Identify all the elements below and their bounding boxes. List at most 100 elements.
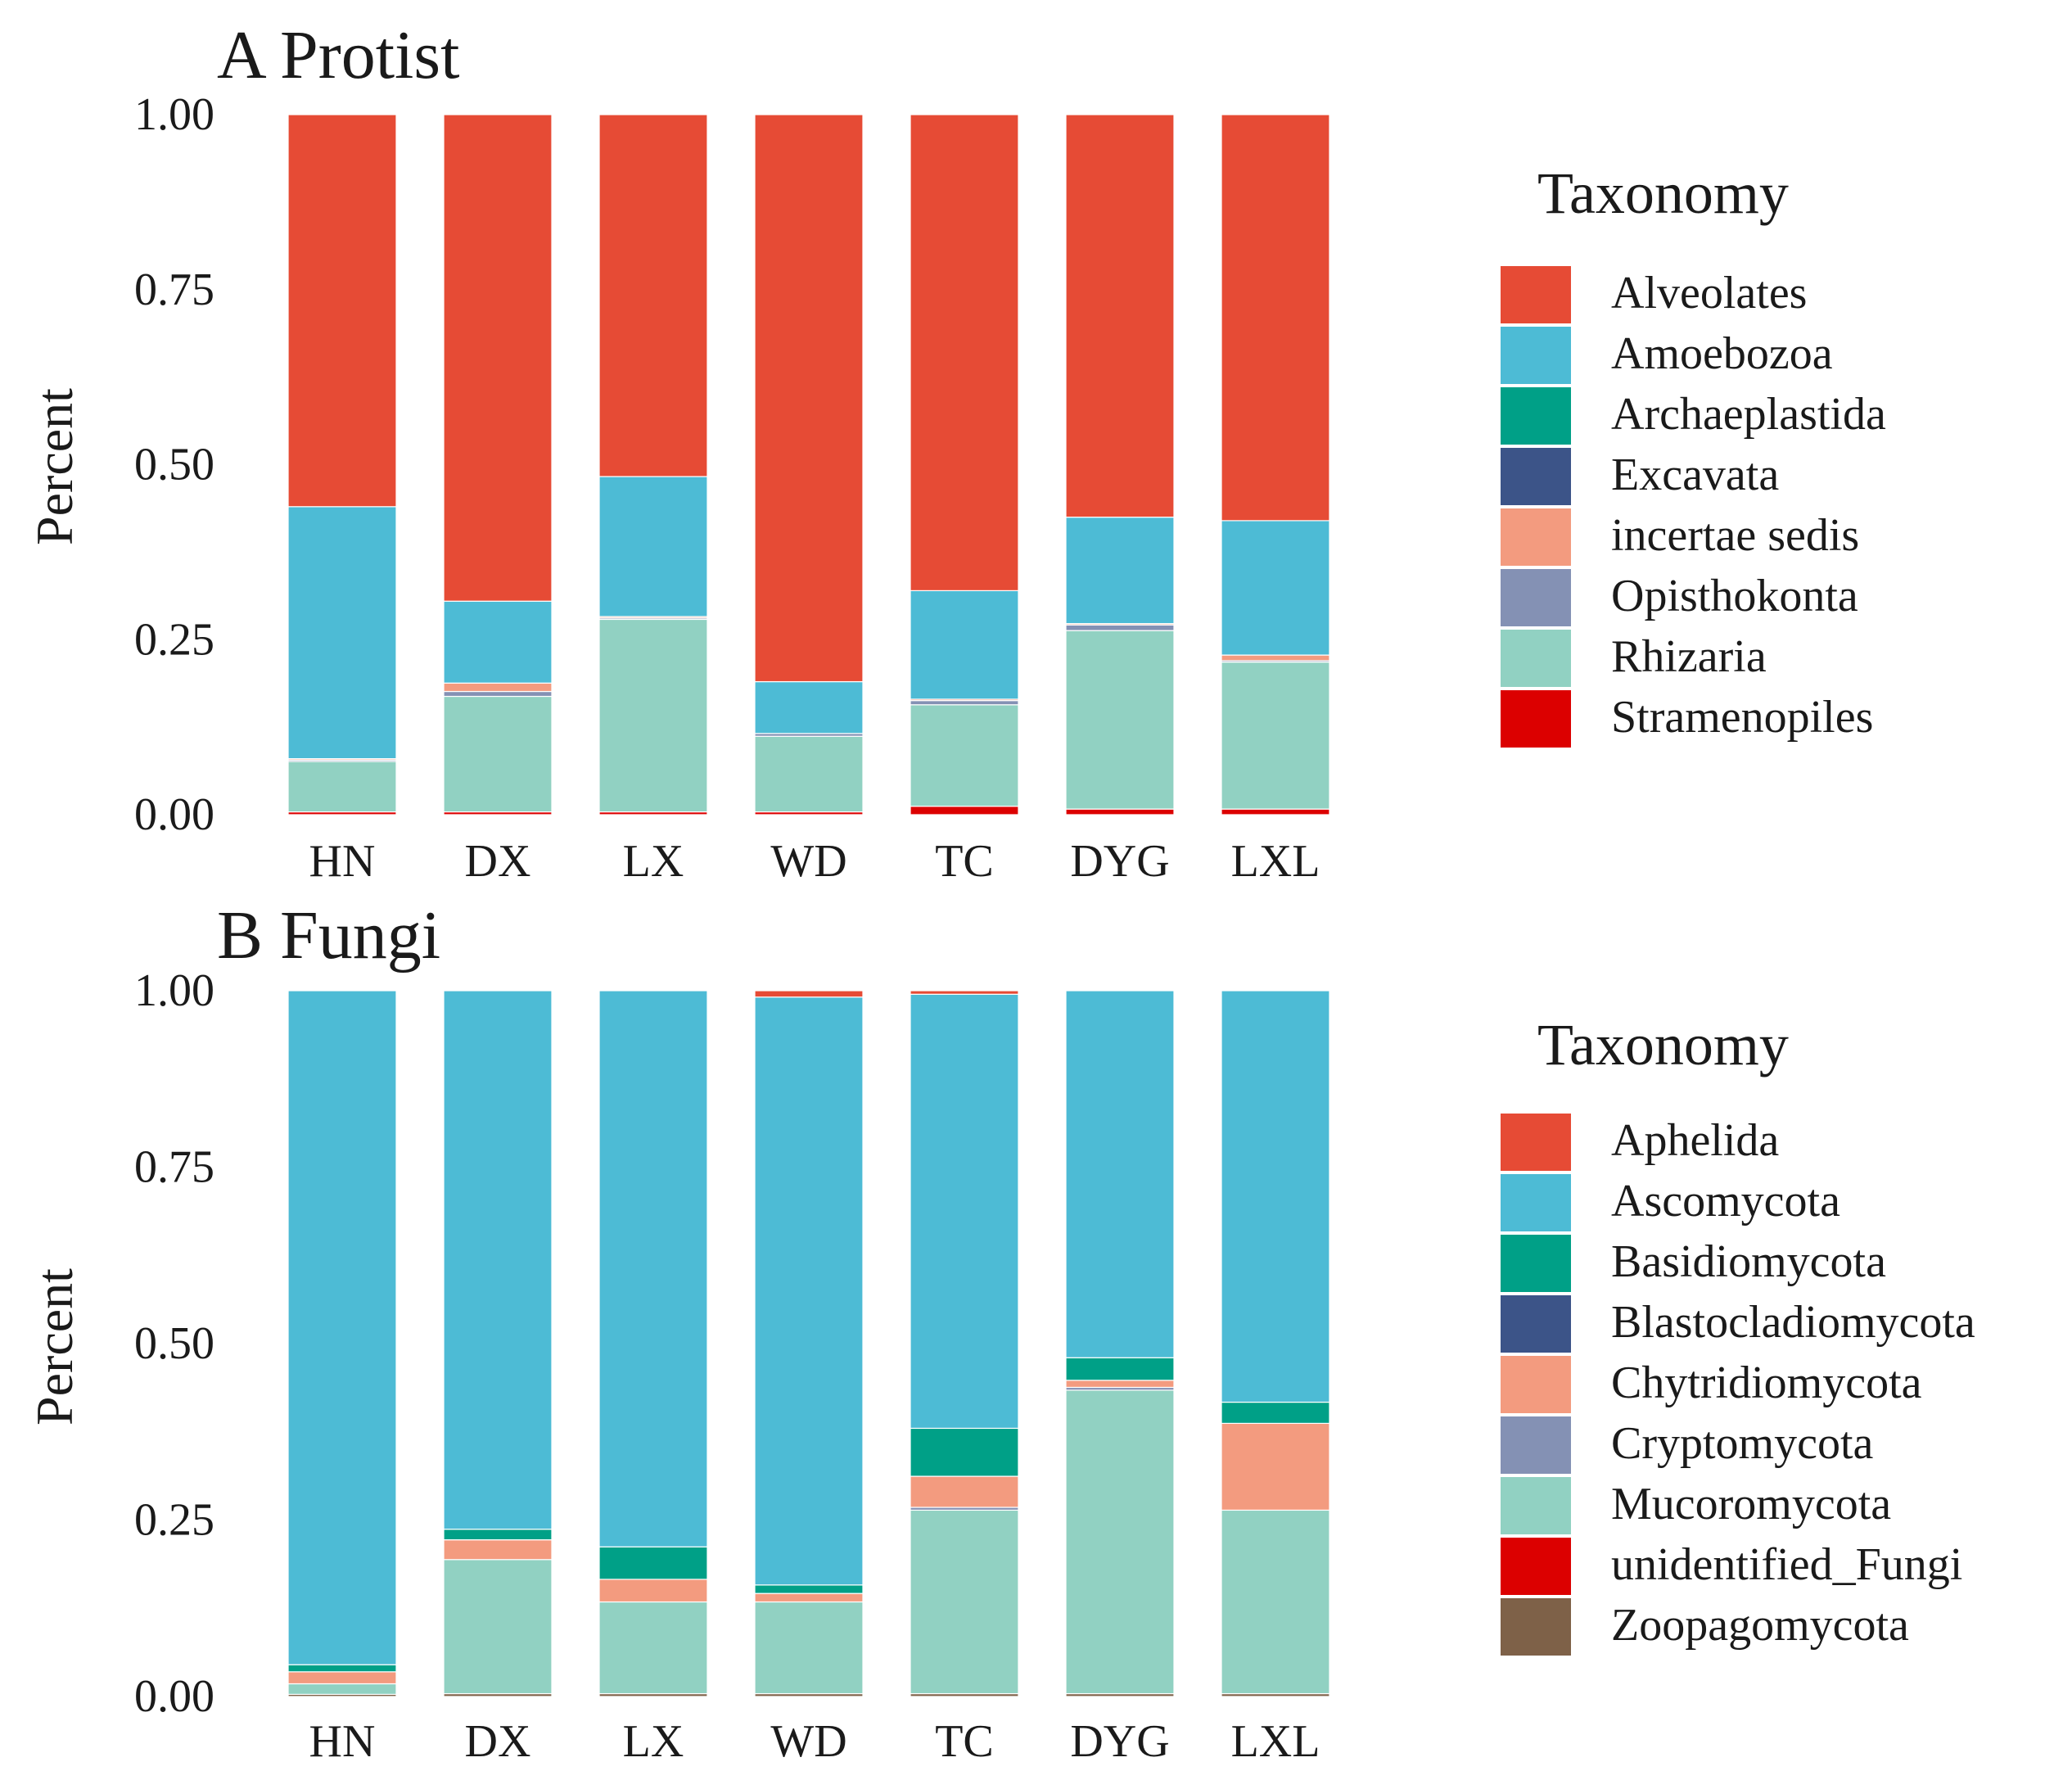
legend-swatch [1501,448,1571,505]
bar-segment [910,993,1019,1430]
bar-segment [1065,1389,1175,1695]
bar-segment [754,990,864,998]
bar-segment [1221,1401,1330,1425]
y-tick-label: 0.50 [134,440,214,490]
x-tick-label: TC [935,836,994,887]
panel-title: B Fungi [217,897,440,974]
x-tick-label: TC [935,1716,994,1767]
y-tick-label: 0.75 [134,1142,214,1193]
stacked-bars [287,990,1330,1697]
bar-segment [443,1529,553,1541]
legend-swatch [1501,327,1571,384]
y-tick-label: 0.75 [134,264,214,315]
legend: Taxonomy Aphelida Ascomycota Basidiomycota… [1501,1012,1975,1656]
y-tick-label: 0.00 [134,789,214,840]
bar-segment [443,690,553,698]
legend-title: Taxonomy [1537,160,1789,226]
x-tick-labels: HN DX LX WD TC DYG LXL [309,1716,1320,1767]
y-tick-label: 0.25 [134,614,214,665]
bar-segment [1221,520,1330,656]
bar-segment [287,114,397,508]
bar-segment [1065,517,1175,625]
x-tick-label: LX [623,1716,684,1767]
bar-segment [598,990,708,1547]
bar-segment [910,806,1019,815]
bar-segment [1065,114,1175,518]
x-tick-label: HN [309,1716,376,1767]
bar-segment [1221,1422,1330,1511]
bar-segment [1221,1509,1330,1695]
legend-label: Rhizaria [1611,631,1767,682]
legend-swatch [1501,1295,1571,1353]
bar-segment [910,1475,1019,1508]
legend-label: Blastocladiomycota [1611,1297,1975,1348]
bar-segment [287,506,397,760]
bar-segment [598,618,708,813]
y-axis-title: Percent [25,388,84,545]
legend-swatch [1501,508,1571,566]
bar-segment [287,1664,397,1673]
legend-label: Aphelida [1611,1115,1779,1166]
legend-label: incertae sedis [1611,510,1859,561]
bar-segment [443,695,553,813]
legend-label: Opisthokonta [1611,571,1858,621]
bar-segment [443,600,553,684]
legend-swatch [1501,569,1571,626]
legend-label: Stramenopiles [1611,692,1873,743]
bar-segment [287,761,397,813]
stacked-bars [287,114,1330,815]
bar-segment [287,1683,397,1696]
x-tick-label: DYG [1070,1716,1169,1767]
bar-segment [443,990,553,1530]
legend-swatch [1501,1114,1571,1171]
legend-label: Chytridiomycota [1611,1358,1922,1408]
bar-segment [443,114,553,602]
bar-segment [287,990,397,1665]
legend-label: unidentified_Fungi [1611,1539,1962,1590]
legend-swatch [1501,1235,1571,1292]
x-tick-label: DX [465,836,531,887]
bar-segment [754,1593,864,1603]
bar-segment [1065,1380,1175,1389]
y-tick-label: 0.00 [134,1671,214,1722]
y-axis-title: Percent [25,1268,84,1425]
bar-segment [1065,624,1175,631]
legend-label: Ascomycota [1611,1176,1840,1227]
legend-swatch [1501,266,1571,323]
bar-segment [754,1584,864,1594]
bar-segment [598,114,708,477]
bar-segment [598,1601,708,1695]
bar-segment [1065,1357,1175,1381]
bar-segment [754,680,864,734]
y-tick-labels: 0.00 0.25 0.50 0.75 1.00 [134,89,214,840]
legend-swatch [1501,690,1571,748]
bar-segment [1221,808,1330,815]
x-tick-label: DX [465,1716,531,1767]
legend-swatch [1501,1477,1571,1534]
legend-label: Basidiomycota [1611,1236,1886,1287]
y-tick-label: 1.00 [134,965,214,1016]
x-tick-labels: HN DX LX WD TC DYG LXL [309,836,1320,887]
bar-segment [1065,630,1175,810]
legend-label: Cryptomycota [1611,1418,1874,1469]
legend-label: Mucoromycota [1611,1479,1891,1529]
x-tick-label: LX [623,836,684,887]
legend-swatch [1501,1538,1571,1595]
bar-segment [1221,990,1330,1403]
bar-segment [754,114,864,683]
bar-segment [1221,114,1330,522]
bar-segment [1065,990,1175,1358]
bar-segment [1065,808,1175,815]
legend-label: Amoebozoa [1611,328,1833,379]
legend-swatch [1501,1416,1571,1474]
x-tick-label: WD [770,1716,846,1767]
bar-segment [598,476,708,617]
x-tick-label: DYG [1070,836,1169,887]
bar-segment [598,1546,708,1580]
panel-title: A Protist [217,17,459,93]
legend-swatch [1501,1598,1571,1656]
legend-swatch [1501,630,1571,687]
legend: Taxonomy Alveolates Amoebozoa Archaeplasti… [1501,160,1886,748]
legend-label: Archaeplastida [1611,389,1886,440]
